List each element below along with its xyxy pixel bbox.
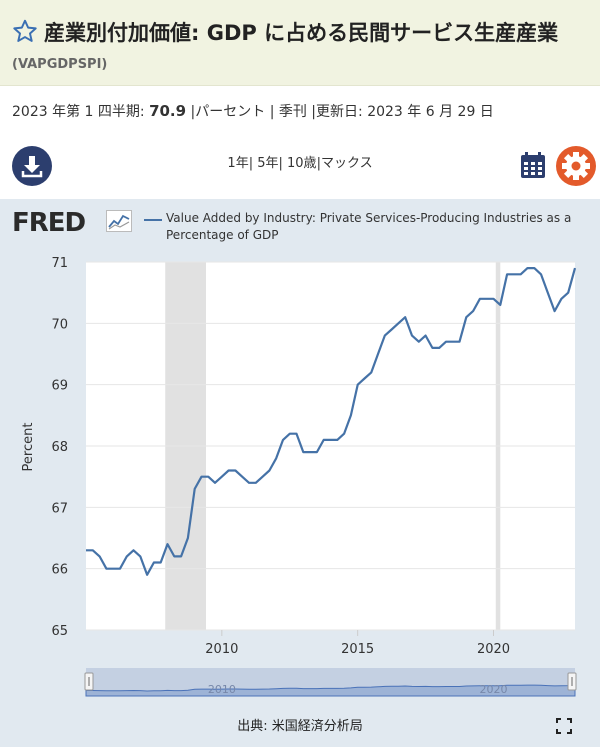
range-5y[interactable]: 5年 [257, 156, 279, 171]
fullscreen-icon[interactable] [556, 718, 572, 734]
y-tick-label: 65 [51, 624, 68, 639]
fred-logo[interactable]: FRED [12, 208, 86, 238]
legend-swatch [144, 219, 162, 221]
page-title: 産業別付加価値: GDP に占める民間サービス生産産業 [44, 21, 559, 45]
latest-value: 70.9 [149, 102, 187, 120]
range-10y[interactable]: 10歳 [287, 156, 317, 171]
source-credit: 出典: 米国経済分析局 [237, 719, 363, 734]
series-line [86, 267, 577, 576]
y-tick-label: 68 [51, 440, 68, 455]
legend-label: Value Added by Industry: Private Service… [166, 211, 572, 242]
navigator-series [85, 684, 576, 697]
navigator-label: 2010 [208, 683, 236, 696]
series-meta: 2023 年第 1 四半期: 70.9 |パーセント | 季刊 |更新日: 20… [12, 101, 494, 121]
range-1y[interactable]: 1年 [227, 156, 249, 171]
meta-details: |パーセント | 季刊 |更新日: 2023 年 6 月 29 日 [186, 104, 494, 120]
range-max[interactable]: マックス [320, 156, 373, 171]
series-id: (VAPGDPSPI) [12, 57, 108, 72]
period-prefix: 2023 年第 1 四半期: [12, 104, 150, 120]
x-tick-label: 2010 [205, 642, 238, 657]
fred-graph-icon [106, 210, 132, 232]
navigator-label: 2020 [480, 683, 508, 696]
y-tick-label: 66 [51, 563, 68, 578]
calendar-icon[interactable] [520, 151, 546, 179]
y-tick-label: 69 [51, 379, 68, 394]
y-tick-label: 71 [51, 256, 68, 271]
star-icon[interactable] [12, 18, 38, 44]
x-tick-label: 2020 [477, 642, 510, 657]
x-tick-label: 2015 [341, 642, 374, 657]
y-tick-label: 70 [51, 317, 68, 332]
gear-icon [562, 152, 590, 180]
y-axis-label: Percent [21, 423, 36, 472]
download-button[interactable] [12, 146, 52, 186]
settings-button[interactable] [556, 146, 596, 186]
y-tick-label: 67 [51, 501, 68, 516]
header: 産業別付加価値: GDP に占める民間サービス生産産業 (VAPGDPSPI) [0, 0, 600, 86]
download-icon [21, 156, 43, 178]
date-range-selector: 1年| 5年| 10歳|マックス [227, 156, 373, 171]
